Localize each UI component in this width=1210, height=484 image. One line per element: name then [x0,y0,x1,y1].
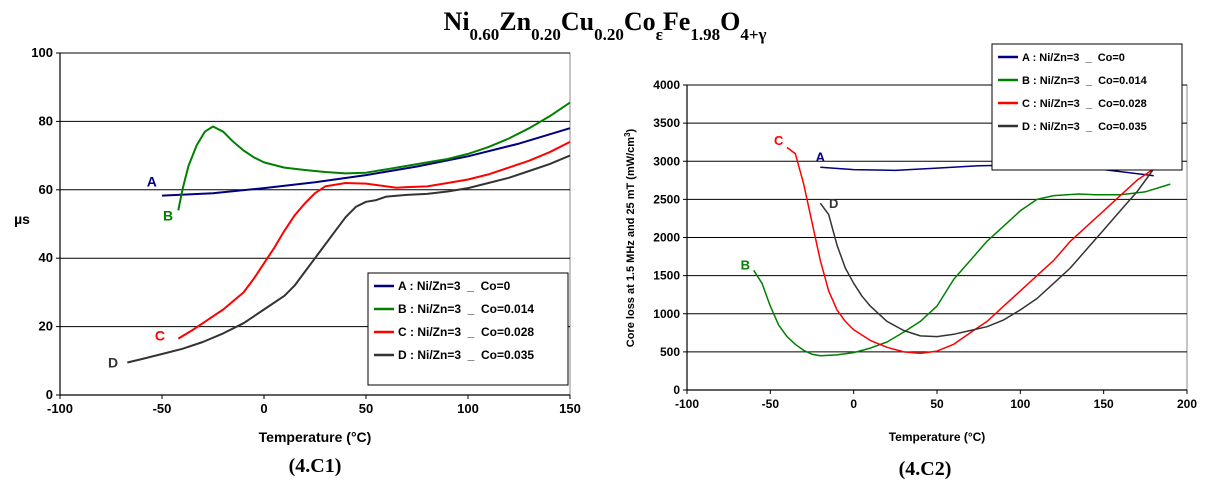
figure-title: Ni0.60Zn0.20Cu0.20CoεFe1.98O4+γ [444,7,767,44]
chart-caption: (4.C1) [289,455,342,477]
y-tick-label: 2000 [653,231,680,245]
series-label-c: C [155,327,165,343]
x-tick-label: -50 [762,397,780,411]
legend-entry: A : Ni/Zn=3 _ Co=0 [1022,52,1125,64]
y-tick-label: 100 [31,45,53,60]
series-label-c: C [774,133,784,148]
series-line-d [819,168,1155,338]
x-tick-label: 0 [850,397,857,411]
x-tick-label: -50 [153,401,172,416]
x-tick-label: -100 [675,397,699,411]
legend-entry: B : Ni/Zn=3 _ Co=0.014 [1022,75,1148,87]
chart-caption: (4.C2) [899,458,952,480]
series-label-d: D [108,355,118,371]
x-tick-label: 150 [1094,397,1114,411]
series-line-b [753,183,1171,357]
y-tick-label: 1000 [653,307,680,321]
y-tick-label: 80 [39,113,53,128]
series-line-b [177,101,571,211]
x-tick-label: -100 [47,401,73,416]
x-tick-label: 200 [1177,397,1197,411]
x-tick-label: 50 [930,397,944,411]
y-tick-label: 500 [660,345,680,359]
series-label-a: A [816,149,826,164]
chart-right-core-loss: 0 500 1000 1500 2000 2500 3000 3500 4000 -100 -50 0… [623,43,1197,480]
legend-entry: D : Ni/Zn=3 _ Co=0.035 [398,348,534,362]
y-axis-label: µs [14,211,30,227]
x-tick-label: 100 [457,401,479,416]
x-tick-label: 50 [359,401,373,416]
y-tick-label: 1500 [653,269,680,283]
legend-entry: A : Ni/Zn=3 _ Co=0 [398,279,511,293]
y-tick-label: 0 [673,383,680,397]
x-tick-label: 0 [260,401,267,416]
series-line-a [161,127,571,197]
x-tick-label: 150 [559,401,581,416]
y-tick-label: 3500 [653,116,680,130]
legend-entry: C : Ni/Zn=3 _ Co=0.028 [1022,98,1147,110]
y-tick-label: 2500 [653,192,680,206]
legend-box [367,272,569,386]
x-axis-label: Temperature (°C) [889,430,986,444]
series-label-b: B [163,208,173,224]
x-axis-label: Temperature (°C) [259,429,372,445]
series-label-d: D [829,196,838,211]
y-tick-label: 3000 [653,154,680,168]
chart-left-permeability: 0 20 40 60 80 100 -100 -50 0 50 100 150 Temperature … [14,45,581,477]
y-tick-label: 0 [46,387,53,402]
series-label-a: A [147,173,157,189]
legend: A : Ni/Zn=3 _ Co=0 B : Ni/Zn=3 _ Co=0.014… [367,272,569,386]
legend-entry: C : Ni/Zn=3 _ Co=0.028 [398,325,534,339]
y-tick-label: 20 [39,319,53,334]
legend-entry: D : Ni/Zn=3 _ Co=0.035 [1022,121,1147,133]
y-tick-label: 40 [39,250,53,265]
series-line-c [177,141,571,340]
y-axis-label: Core loss at 1.5 MHz and 25 mT (mW/cm3) [623,128,638,347]
y-tick-label: 4000 [653,78,680,92]
series-label-b: B [741,258,750,273]
legend-entry: B : Ni/Zn=3 _ Co=0.014 [398,302,534,316]
series-line-d [127,154,571,364]
legend-box [991,43,1183,171]
series-line-c [786,146,1155,355]
x-tick-label: 100 [1010,397,1030,411]
y-tick-label: 60 [39,182,53,197]
legend: A : Ni/Zn=3 _ Co=0 B : Ni/Zn=3 _ Co=0.014… [991,43,1183,171]
